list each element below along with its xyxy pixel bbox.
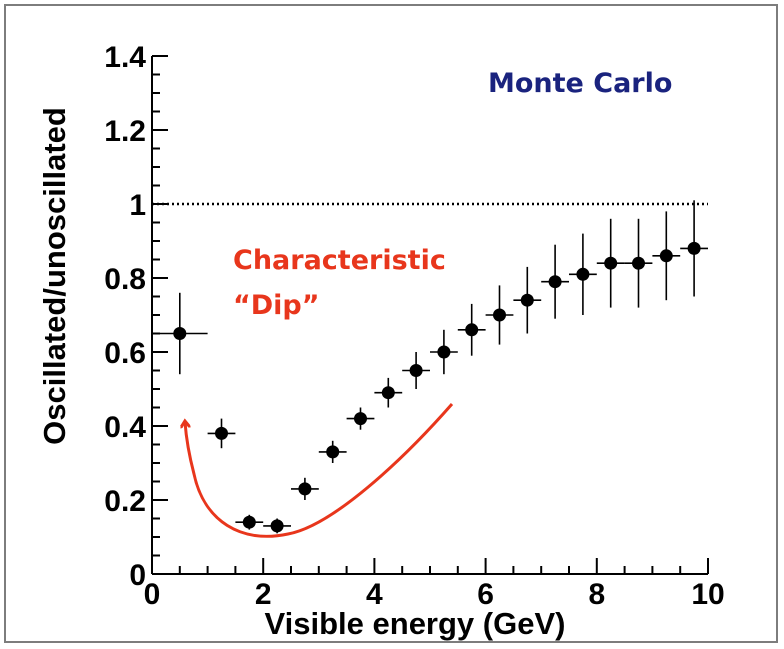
data-point — [437, 345, 451, 359]
data-point — [173, 327, 187, 340]
data-point — [465, 323, 479, 337]
data-point — [381, 386, 395, 400]
data-point — [548, 275, 562, 289]
y-tick-label: 0.6 — [104, 337, 146, 370]
data-point — [604, 256, 618, 270]
y-tick-label: 1.4 — [104, 41, 146, 74]
y-axis-title: Oscillated/unoscillated — [37, 107, 72, 445]
y-tick-label: 1.2 — [104, 115, 146, 148]
data-point — [270, 519, 284, 533]
dip-annotation-line1: Characteristic — [233, 245, 446, 276]
y-tick-label: 1 — [129, 189, 146, 222]
data-point — [215, 426, 228, 440]
dip-annotation-line2: “Dip” — [233, 290, 319, 321]
dip-arrow — [185, 403, 454, 538]
data-point — [493, 308, 506, 322]
y-tick-label: 0 — [129, 559, 146, 592]
monte-carlo-label: Monte Carlo — [488, 68, 672, 99]
data-point — [326, 445, 340, 459]
x-axis-title: Visible energy (GeV) — [265, 606, 566, 641]
y-tick-label: 0.8 — [104, 263, 146, 296]
plot-area: 0 2 4 6 8 10 0 0.2 0.4 0.6 0.8 1 1.2 1.4 — [104, 41, 724, 611]
data-point — [687, 241, 701, 255]
data-point — [242, 515, 256, 529]
data-point — [576, 267, 590, 281]
y-tick-label: 0.4 — [104, 411, 146, 444]
y-tick-label: 0.2 — [104, 485, 146, 518]
x-tick-label: 0 — [144, 578, 161, 611]
data-point — [409, 364, 423, 377]
x-tick-label: 6 — [477, 578, 494, 611]
x-tick-label: 8 — [588, 578, 605, 611]
chart-frame: 0 2 4 6 8 10 0 0.2 0.4 0.6 0.8 1 1.2 1.4 Monte Carlo … — [4, 4, 778, 643]
data-point — [520, 293, 534, 307]
x-tick-label: 4 — [366, 578, 383, 611]
data-point — [632, 256, 645, 270]
data-point — [354, 412, 367, 426]
x-tick-label: 10 — [691, 578, 724, 611]
x-tick-label: 2 — [255, 578, 272, 611]
data-point — [298, 482, 312, 496]
data-point — [659, 249, 673, 263]
